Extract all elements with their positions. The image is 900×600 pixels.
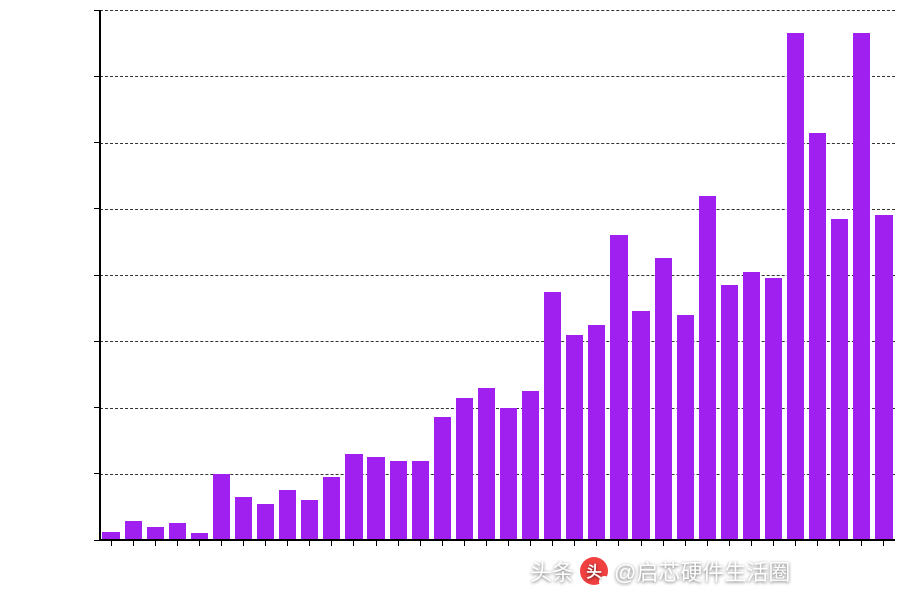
x-tick xyxy=(464,540,465,546)
chart-container: 头条 头 @启芯硬件生活圈 xyxy=(0,0,900,600)
bar xyxy=(456,398,473,540)
x-tick xyxy=(376,540,377,546)
bar xyxy=(632,311,649,540)
y-tick xyxy=(94,76,100,77)
bar xyxy=(434,417,451,540)
x-tick xyxy=(685,540,686,546)
x-tick xyxy=(243,540,244,546)
x-tick xyxy=(265,540,266,546)
x-tick xyxy=(795,540,796,546)
bar xyxy=(721,285,738,540)
x-tick xyxy=(729,540,730,546)
x-tick xyxy=(331,540,332,546)
x-tick xyxy=(177,540,178,546)
x-tick xyxy=(155,540,156,546)
x-tick xyxy=(773,540,774,546)
bar xyxy=(566,335,583,540)
bar xyxy=(588,325,605,540)
bar xyxy=(809,133,826,540)
bar xyxy=(610,235,627,540)
y-tick xyxy=(94,142,100,143)
bar xyxy=(500,408,517,541)
bar xyxy=(677,315,694,540)
x-tick xyxy=(287,540,288,546)
gridline xyxy=(100,76,895,77)
bar xyxy=(147,527,164,540)
y-tick xyxy=(94,208,100,209)
bar xyxy=(390,461,407,541)
bar xyxy=(655,258,672,540)
y-tick xyxy=(94,275,100,276)
x-tick xyxy=(596,540,597,546)
gridline xyxy=(100,209,895,210)
bar xyxy=(765,278,782,540)
bar xyxy=(412,461,429,541)
watermark-prefix: 头条 xyxy=(530,555,574,587)
gridline xyxy=(100,10,895,11)
x-tick xyxy=(221,540,222,546)
bar xyxy=(125,521,142,540)
bar xyxy=(279,490,296,540)
x-tick xyxy=(883,540,884,546)
watermark-handle: @启芯硬件生活圈 xyxy=(614,555,790,587)
x-tick xyxy=(663,540,664,546)
bar xyxy=(169,523,186,540)
watermark: 头条 头 @启芯硬件生活圈 xyxy=(530,555,790,587)
bar xyxy=(544,292,561,540)
bar xyxy=(345,454,362,540)
x-tick xyxy=(442,540,443,546)
bar xyxy=(367,457,384,540)
bar xyxy=(699,196,716,541)
bar xyxy=(213,474,230,540)
watermark-logo-text: 头 xyxy=(586,560,601,582)
x-tick xyxy=(420,540,421,546)
x-tick xyxy=(641,540,642,546)
x-tick xyxy=(353,540,354,546)
bar xyxy=(875,215,892,540)
y-tick xyxy=(94,540,100,541)
x-tick xyxy=(861,540,862,546)
bar xyxy=(787,33,804,540)
x-tick xyxy=(111,540,112,546)
y-tick xyxy=(94,10,100,11)
y-tick xyxy=(94,341,100,342)
x-tick xyxy=(309,540,310,546)
x-tick xyxy=(552,540,553,546)
bar xyxy=(301,500,318,540)
x-tick xyxy=(508,540,509,546)
x-tick xyxy=(618,540,619,546)
watermark-logo-icon: 头 xyxy=(580,557,608,585)
x-tick xyxy=(751,540,752,546)
x-tick xyxy=(133,540,134,546)
bar xyxy=(323,477,340,540)
bar xyxy=(257,504,274,540)
x-tick xyxy=(530,540,531,546)
bar xyxy=(522,391,539,540)
x-tick xyxy=(574,540,575,546)
gridline xyxy=(100,275,895,276)
x-tick xyxy=(839,540,840,546)
x-tick xyxy=(817,540,818,546)
x-tick xyxy=(199,540,200,546)
x-tick xyxy=(398,540,399,546)
bar xyxy=(478,388,495,540)
y-tick xyxy=(94,407,100,408)
x-tick xyxy=(486,540,487,546)
x-axis xyxy=(100,539,895,541)
bar xyxy=(853,33,870,540)
gridline xyxy=(100,143,895,144)
bar xyxy=(235,497,252,540)
bar xyxy=(831,219,848,540)
y-tick xyxy=(94,473,100,474)
bar xyxy=(743,272,760,540)
plot-area xyxy=(100,10,895,540)
x-tick xyxy=(707,540,708,546)
